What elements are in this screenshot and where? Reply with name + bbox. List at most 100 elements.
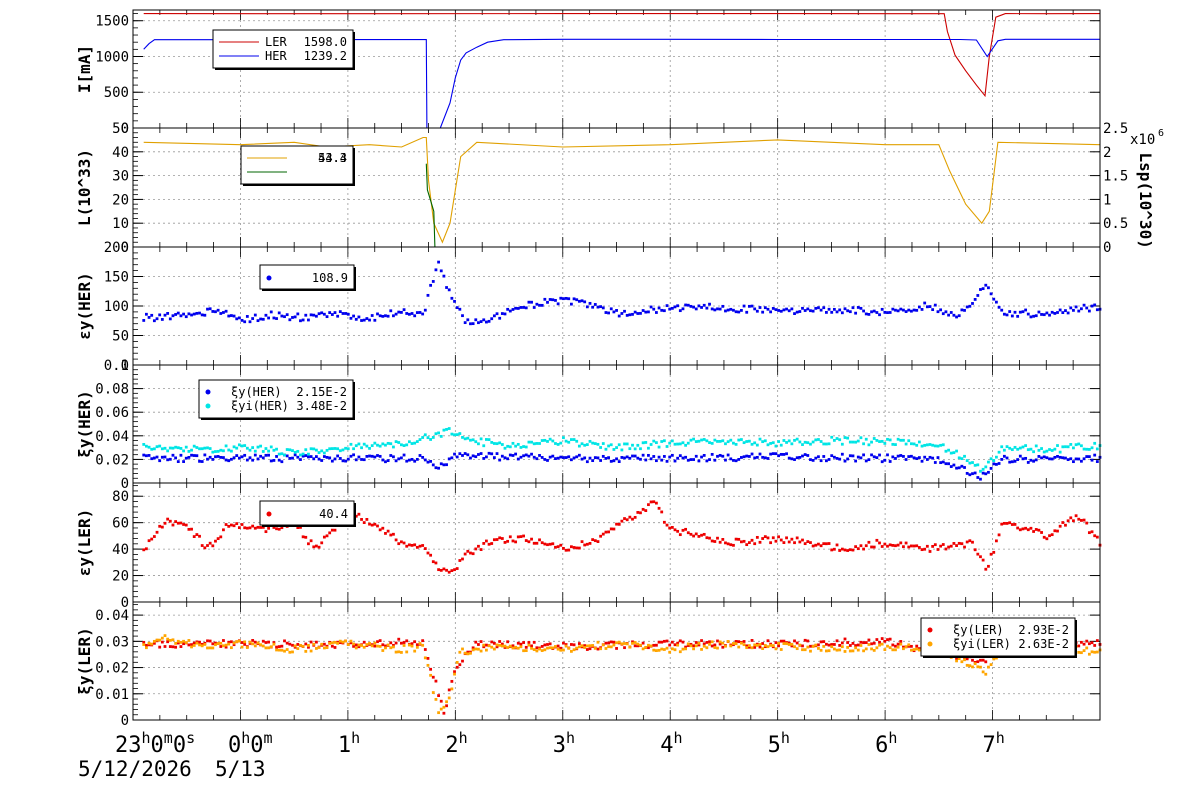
data-point: [1050, 310, 1054, 314]
data-point: [1042, 455, 1046, 459]
data-point: [368, 522, 371, 526]
data-point: [657, 306, 661, 310]
data-point: [179, 453, 183, 457]
data-point: [1008, 446, 1012, 450]
data-point: [936, 548, 940, 551]
data-point: [689, 304, 693, 308]
data-point: [968, 473, 972, 477]
data-point: [1053, 447, 1057, 451]
data-point: [763, 456, 767, 460]
data-point: [758, 540, 762, 544]
data-point: [992, 550, 996, 554]
data-point: [405, 639, 409, 643]
data-point: [320, 449, 324, 453]
data-point: [447, 427, 451, 430]
data-point: [458, 650, 462, 654]
data-point: [516, 646, 520, 650]
data-point: [899, 640, 903, 643]
data-point: [532, 541, 536, 545]
data-point: [222, 456, 225, 459]
series-line: [425, 163, 436, 248]
data-point: [689, 644, 693, 648]
data-point: [1016, 314, 1020, 318]
data-point: [957, 314, 961, 318]
legend-value: 108.9: [312, 271, 348, 285]
data-point: [1016, 447, 1020, 451]
data-point: [275, 447, 278, 451]
data-point: [848, 454, 852, 458]
data-point: [259, 643, 263, 647]
data-point: [389, 309, 393, 313]
data-point: [673, 459, 677, 463]
data-point: [299, 453, 302, 457]
data-point: [827, 442, 831, 446]
data-point: [543, 458, 547, 461]
data-point: [224, 523, 228, 526]
right-axis-label: Lsp(10^30): [1136, 153, 1155, 249]
data-point: [182, 523, 185, 526]
data-point: [960, 660, 964, 664]
data-point: [336, 314, 340, 318]
data-point: [511, 646, 515, 650]
data-point: [872, 455, 876, 459]
data-point: [777, 641, 780, 645]
data-point: [777, 644, 780, 648]
data-point: [269, 645, 273, 649]
data-point: [431, 560, 435, 564]
data-point: [150, 457, 154, 461]
data-point: [747, 644, 751, 648]
data-point: [588, 644, 592, 648]
data-point: [479, 548, 483, 551]
data-point: [1074, 443, 1078, 447]
data-point: [636, 443, 640, 447]
data-point: [774, 647, 778, 651]
data-point: [466, 318, 470, 322]
data-point: [160, 318, 164, 321]
data-point: [160, 636, 164, 640]
data-point: [886, 644, 889, 648]
data-point: [939, 443, 943, 447]
data-point: [665, 459, 669, 463]
data-point: [981, 670, 985, 674]
data-point: [718, 439, 722, 443]
data-point: [532, 648, 536, 651]
data-point: [867, 643, 871, 646]
data-point: [1090, 650, 1094, 654]
data-point: [1056, 311, 1059, 314]
data-point: [166, 640, 170, 644]
data-point: [503, 446, 507, 450]
data-point: [689, 532, 693, 536]
data-point: [915, 308, 919, 312]
data-point: [607, 444, 610, 448]
data-point: [718, 642, 722, 646]
data-point: [492, 641, 496, 645]
data-point: [469, 651, 472, 655]
data-point: [963, 308, 966, 312]
data-point: [240, 641, 244, 644]
data-point: [198, 459, 201, 463]
data-point: [750, 646, 754, 650]
data-point: [394, 440, 398, 444]
data-point: [442, 705, 446, 709]
x-hour-label: 6h: [875, 729, 897, 758]
data-point: [726, 542, 730, 546]
data-point: [732, 441, 735, 445]
data-point: [503, 541, 507, 544]
data-point: [1005, 445, 1009, 449]
data-point: [1077, 644, 1081, 648]
data-point: [705, 641, 709, 644]
data-point: [620, 519, 624, 523]
data-point: [235, 317, 239, 321]
data-point: [572, 546, 576, 549]
data-point: [1095, 639, 1099, 642]
data-point: [896, 645, 900, 649]
data-point: [455, 455, 459, 459]
data-point: [729, 307, 733, 311]
data-point: [832, 547, 836, 551]
data-point: [264, 453, 268, 457]
data-point: [886, 544, 889, 548]
data-point: [822, 455, 826, 458]
data-point: [891, 455, 895, 459]
data-point: [145, 454, 148, 458]
